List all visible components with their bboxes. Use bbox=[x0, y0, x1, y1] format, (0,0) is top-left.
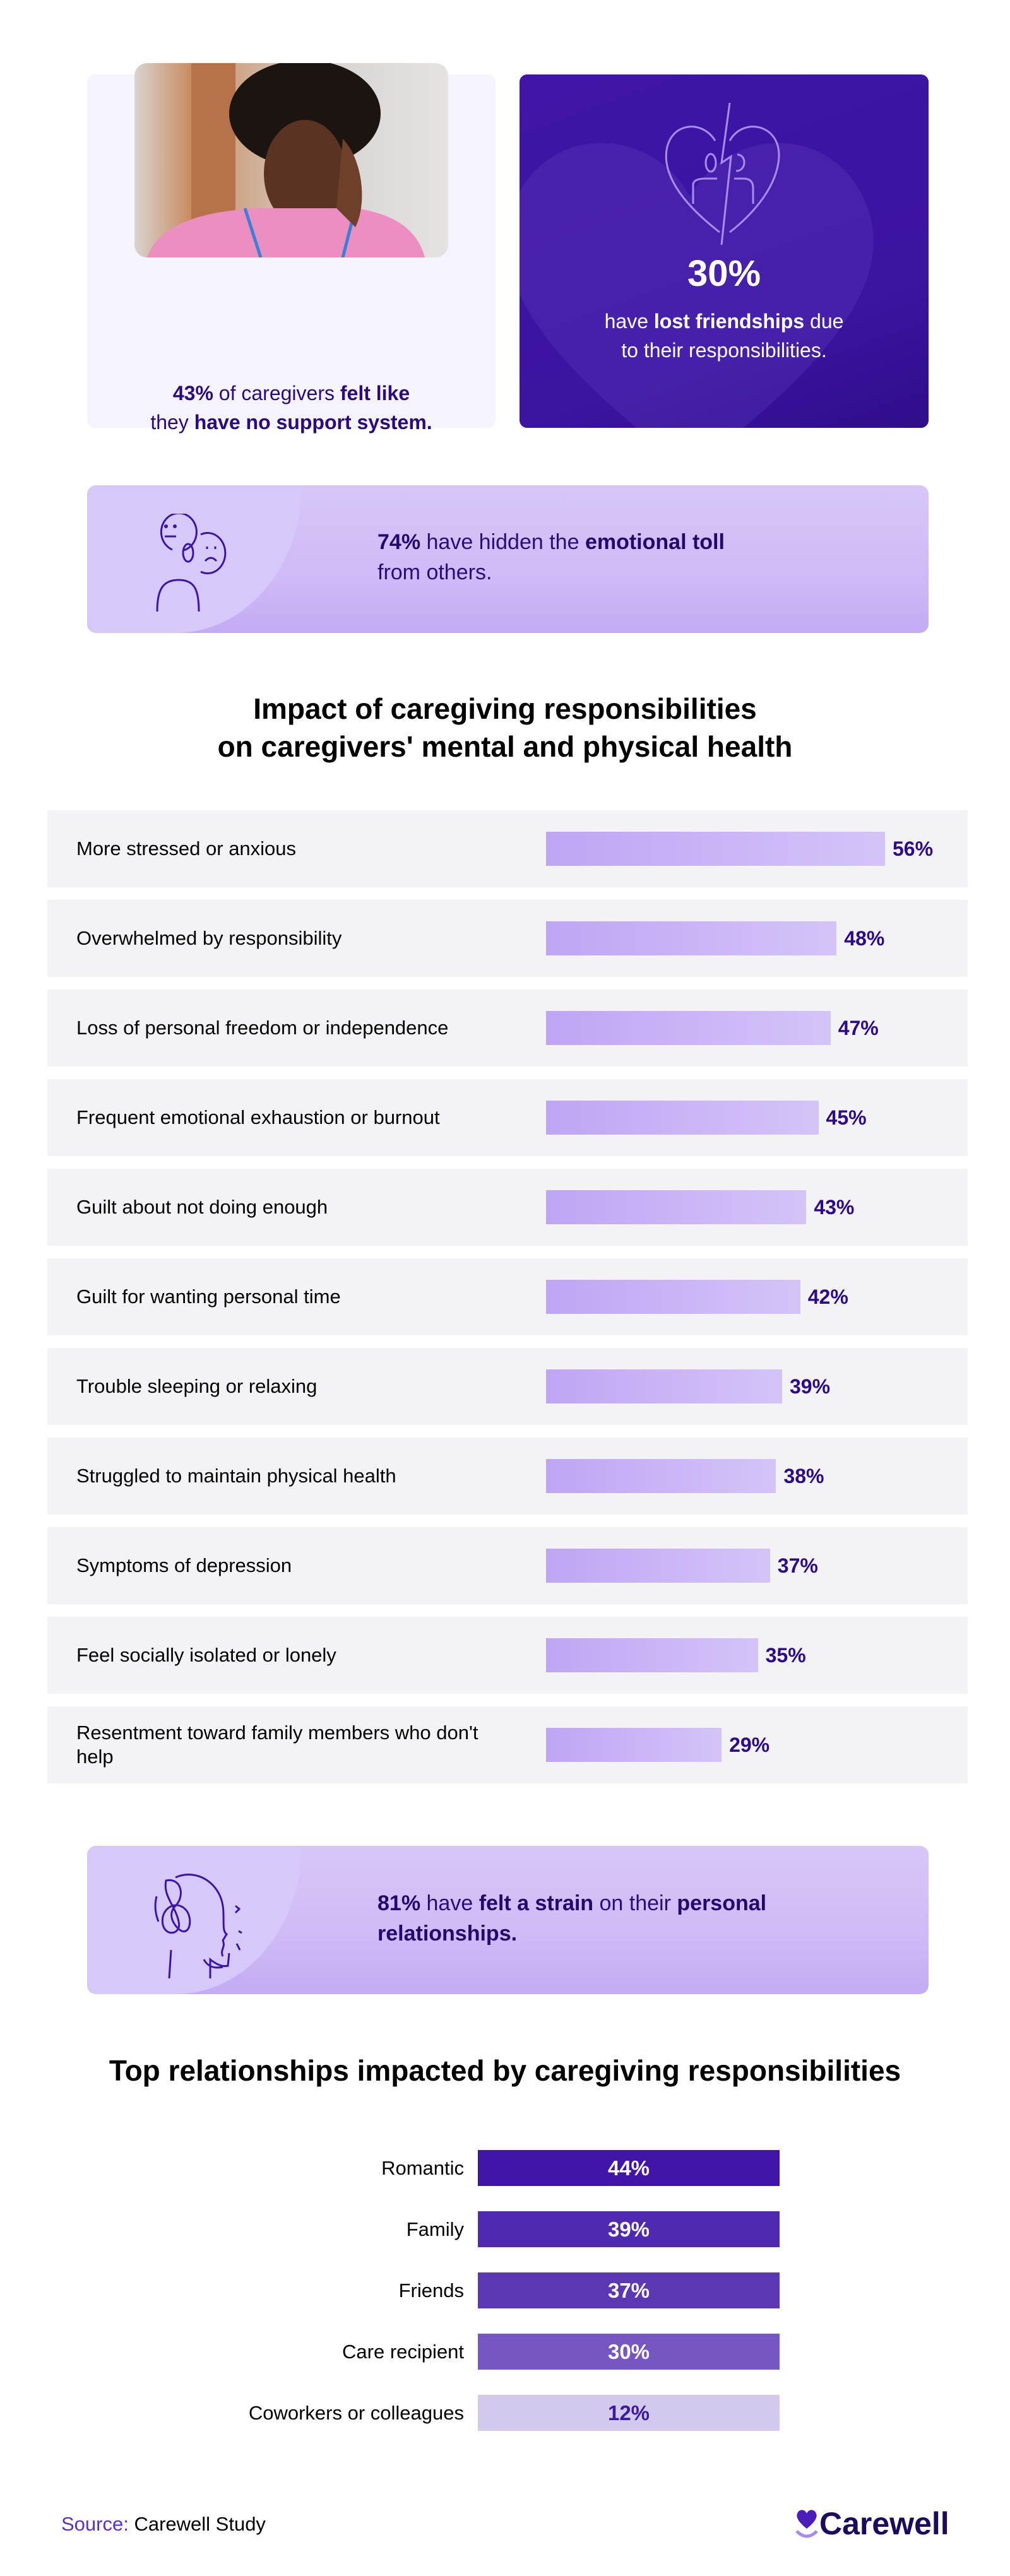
health-impact-value: 43% bbox=[814, 1195, 855, 1219]
relationship-bar: 44% bbox=[478, 2150, 780, 2186]
caregiver-photo bbox=[134, 63, 448, 257]
health-impact-row: Symptoms of depression 37% bbox=[47, 1527, 968, 1604]
friendships-stat-text: have lost friendships due to their respo… bbox=[604, 310, 844, 362]
health-impact-value: 45% bbox=[826, 1106, 867, 1129]
relationship-label: Care recipient bbox=[342, 2341, 464, 2363]
heart-logo-icon bbox=[795, 2510, 818, 2538]
relationship-bar: 37% bbox=[478, 2272, 780, 2308]
health-impact-label: Frequent emotional exhaustion or burnout bbox=[76, 1106, 440, 1128]
health-impact-row: Resentment toward family members who don… bbox=[47, 1706, 968, 1783]
broken-heart-friends-icon bbox=[665, 103, 780, 245]
hidden-toll-text: 74% have hidden the emotional toll from … bbox=[377, 530, 725, 584]
health-impact-row: Guilt for wanting personal time 42% bbox=[47, 1258, 968, 1335]
health-impact-label: Symptoms of depression bbox=[76, 1554, 292, 1576]
hidden-toll-banner: 74% have hidden the emotional toll from … bbox=[87, 485, 929, 633]
relationship-label: Family bbox=[406, 2218, 464, 2240]
health-impact-bar bbox=[546, 1459, 776, 1493]
relationship-label: Coworkers or colleagues bbox=[248, 2402, 464, 2424]
health-impact-label: More stressed or anxious bbox=[76, 837, 297, 860]
background-heart-icon bbox=[520, 143, 874, 428]
masked-faces-icon bbox=[156, 514, 227, 612]
health-impact-row: Frequent emotional exhaustion or burnout… bbox=[47, 1079, 968, 1156]
relationships-chart-title: Top relationships impacted by caregiving… bbox=[109, 2054, 901, 2087]
health-impact-label: Feel socially isolated or lonely bbox=[76, 1644, 336, 1666]
health-impact-bar bbox=[546, 1280, 800, 1314]
health-impact-row: More stressed or anxious 56% bbox=[47, 810, 968, 887]
health-impact-value: 56% bbox=[893, 837, 934, 860]
health-impact-bar bbox=[546, 1101, 819, 1135]
health-impact-value: 39% bbox=[789, 1374, 831, 1398]
health-impact-bar bbox=[546, 1638, 758, 1672]
health-impact-row: Overwhelmed by responsibility 48% bbox=[47, 900, 968, 977]
health-impact-row: Trouble sleeping or relaxing 39% bbox=[47, 1348, 968, 1425]
health-impact-value: 38% bbox=[783, 1464, 824, 1487]
health-impact-row: Loss of personal freedom or independence… bbox=[47, 990, 968, 1066]
health-impact-bar bbox=[546, 921, 837, 955]
health-impact-label: Struggled to maintain physical health bbox=[76, 1465, 396, 1487]
health-impact-label: Guilt for wanting personal time bbox=[76, 1285, 341, 1308]
health-impact-value: 29% bbox=[729, 1733, 770, 1756]
health-impact-bar bbox=[546, 1728, 722, 1762]
health-impact-chart-title: Impact of caregiving responsibilities on… bbox=[217, 692, 793, 763]
relationship-strain-banner: 81% have felt a strain on their personal… bbox=[87, 1846, 929, 1994]
health-impact-bar bbox=[546, 832, 885, 866]
health-impact-label: Guilt about not doing enough bbox=[76, 1196, 328, 1218]
relationship-bar: 12% bbox=[478, 2395, 780, 2431]
health-impact-row: Struggled to maintain physical health 38% bbox=[47, 1438, 968, 1515]
health-impact-row: Feel socially isolated or lonely 35% bbox=[47, 1617, 968, 1694]
health-impact-label: Trouble sleeping or relaxing bbox=[76, 1375, 318, 1397]
relationship-bar: 30% bbox=[478, 2334, 780, 2370]
health-impact-label: Resentment toward family members who don… bbox=[76, 1722, 478, 1768]
friendships-stat-card: 30% have lost friendships due to their r… bbox=[520, 74, 929, 428]
relationship-bar: 39% bbox=[478, 2211, 780, 2247]
health-impact-value: 48% bbox=[844, 926, 885, 950]
health-impact-bar bbox=[546, 1190, 807, 1224]
health-impact-bar bbox=[546, 1011, 831, 1045]
relationship-strain-text: 81% have felt a strain on their personal… bbox=[377, 1891, 767, 1946]
relationship-label: Friends bbox=[398, 2279, 464, 2301]
health-impact-label: Overwhelmed by responsibility bbox=[76, 927, 342, 949]
relationship-label: Romantic bbox=[381, 2157, 464, 2179]
health-impact-value: 47% bbox=[838, 1016, 879, 1039]
carewell-logo: Carewell bbox=[794, 2505, 949, 2542]
health-impact-value: 42% bbox=[807, 1285, 848, 1308]
health-impact-value: 37% bbox=[777, 1554, 818, 1577]
friendships-stat-value: 30% bbox=[687, 253, 761, 294]
stressed-head-icon bbox=[154, 1874, 242, 1978]
health-impact-bar bbox=[546, 1369, 782, 1403]
health-impact-label: Loss of personal freedom or independence bbox=[76, 1017, 449, 1039]
support-stat-text: 43% of caregivers felt like they have no… bbox=[150, 382, 432, 434]
source-note: Source: Carewell Study bbox=[61, 2513, 266, 2535]
health-impact-value: 35% bbox=[765, 1643, 806, 1667]
health-impact-bar bbox=[546, 1549, 770, 1583]
health-impact-row: Guilt about not doing enough 43% bbox=[47, 1169, 968, 1246]
